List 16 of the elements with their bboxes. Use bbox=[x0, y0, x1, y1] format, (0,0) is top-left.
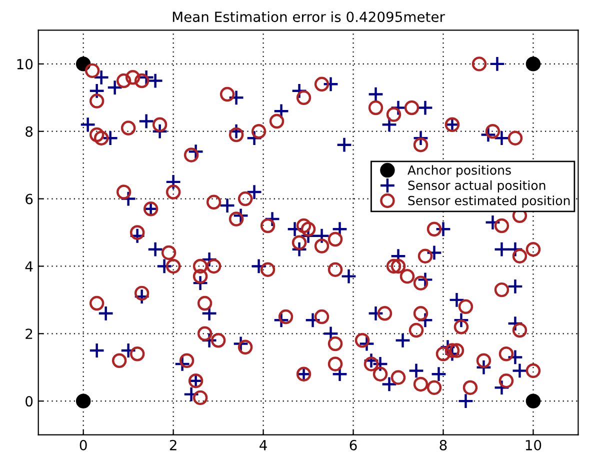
x-tick-label: 10 bbox=[526, 440, 542, 450]
y-tick-label: 2 bbox=[26, 328, 32, 339]
legend-label: Sensor actual position bbox=[408, 180, 546, 192]
y-tick-label: 10 bbox=[17, 58, 33, 70]
y-tick-label: 0 bbox=[26, 396, 33, 407]
y-tick-label: 4 bbox=[25, 261, 33, 272]
x-tick-label: 2 bbox=[170, 440, 176, 450]
legend-label: Anchor positions bbox=[408, 165, 511, 178]
x-tick-label: 8 bbox=[440, 440, 447, 450]
x-tick-label: 6 bbox=[350, 440, 357, 450]
y-tick-label: 8 bbox=[26, 126, 33, 137]
y-tick-label: 6 bbox=[26, 194, 33, 204]
legend-label: Sensor estimated position bbox=[408, 196, 570, 208]
chart-title: Mean Estimation error is 0.42095meter bbox=[172, 11, 445, 22]
x-tick-label: 0 bbox=[80, 440, 87, 450]
x-tick-label: 4 bbox=[260, 440, 267, 450]
